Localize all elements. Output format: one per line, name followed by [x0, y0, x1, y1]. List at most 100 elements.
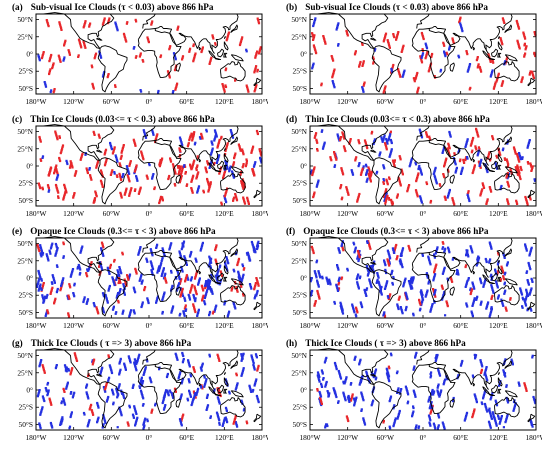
red-cloud-dot: [214, 248, 217, 252]
blue-cloud-dot: [338, 371, 341, 374]
red-cloud-dot: [313, 136, 316, 139]
blue-cloud-dot: [467, 277, 470, 280]
blue-cloud-dot: [336, 134, 340, 138]
red-cloud-dot: [56, 136, 59, 139]
blue-cloud-dot: [138, 385, 141, 388]
blue-cloud-dot: [490, 73, 493, 77]
blue-cloud-dot: [460, 361, 463, 364]
red-cloud-dot: [189, 136, 192, 139]
red-cloud-dot: [430, 409, 433, 412]
blue-cloud-dot: [486, 304, 489, 307]
blue-cloud-dot: [79, 251, 82, 254]
red-cloud-dot: [193, 370, 196, 373]
red-cloud-dot: [517, 44, 520, 47]
blue-cloud-dot: [114, 312, 117, 315]
blue-cloud-dot: [398, 392, 401, 395]
red-cloud-dot: [478, 147, 481, 150]
red-cloud-dot: [429, 65, 432, 68]
red-cloud-dot: [445, 157, 448, 160]
red-cloud-dot: [59, 159, 62, 163]
red-cloud-dot: [61, 147, 64, 150]
blue-cloud-dot: [484, 374, 487, 377]
red-cloud-dot: [369, 172, 372, 175]
blue-cloud-dot: [213, 139, 216, 142]
red-cloud-dot: [395, 38, 398, 41]
red-cloud-dot: [241, 150, 244, 153]
coastline: [175, 174, 181, 184]
blue-cloud-dot: [338, 278, 341, 281]
red-cloud-dot: [237, 260, 240, 264]
blue-cloud-dot: [365, 372, 368, 375]
blue-cloud-dot: [56, 174, 60, 177]
blue-cloud-dot: [501, 303, 504, 306]
blue-cloud-dot: [162, 250, 165, 253]
blue-cloud-dot: [183, 255, 186, 258]
blue-cloud-dot: [170, 309, 173, 313]
red-cloud-dot: [524, 52, 527, 55]
coastlines: [317, 12, 536, 93]
red-cloud-dot: [245, 162, 248, 165]
blue-cloud-dot: [337, 43, 340, 46]
blue-cloud-dot: [128, 315, 131, 318]
cloud-dots: [309, 127, 537, 206]
red-cloud-dot: [206, 160, 209, 163]
blue-cloud-dot: [531, 356, 534, 359]
blue-cloud-dot: [46, 293, 49, 297]
red-cloud-dot: [54, 166, 57, 169]
blue-cloud-dot: [444, 247, 447, 250]
coastline: [230, 390, 244, 398]
blue-cloud-dot: [490, 309, 493, 312]
blue-cloud-dot: [127, 171, 130, 174]
blue-cloud-dot: [452, 257, 455, 260]
red-cloud-dot: [151, 20, 154, 23]
lon-tick-label: 120°E: [489, 97, 508, 106]
blue-cloud-dot: [344, 380, 347, 383]
blue-cloud-dot: [530, 287, 533, 290]
red-cloud-dot: [86, 171, 89, 175]
red-cloud-dot: [91, 82, 94, 85]
red-cloud-dot: [125, 187, 128, 190]
red-cloud-dot: [217, 356, 220, 359]
blue-cloud-dot: [327, 282, 330, 285]
blue-cloud-dot: [341, 310, 344, 314]
coastlines: [317, 124, 536, 205]
red-cloud-dot: [123, 278, 126, 281]
red-cloud-dot: [311, 32, 314, 35]
red-cloud-dot: [358, 62, 362, 65]
red-cloud-dot: [446, 305, 449, 308]
red-cloud-dot: [179, 178, 182, 181]
blue-cloud-dot: [139, 247, 142, 250]
red-cloud-dot: [251, 148, 254, 151]
red-cloud-dot: [517, 26, 520, 29]
blue-cloud-dot: [179, 312, 182, 315]
blue-cloud-dot: [479, 303, 482, 306]
blue-cloud-dot: [470, 310, 473, 313]
blue-cloud-dot: [489, 244, 492, 247]
red-cloud-dot: [141, 153, 144, 156]
blue-cloud-dot: [112, 307, 115, 310]
blue-cloud-dot: [353, 249, 357, 252]
blue-cloud-dot: [443, 381, 446, 384]
blue-cloud-dot: [65, 386, 68, 389]
blue-cloud-dot: [105, 296, 108, 300]
blue-cloud-dot: [218, 266, 221, 269]
blue-cloud-dot: [208, 281, 211, 284]
lat-tick-label: 50°N: [291, 15, 307, 24]
red-cloud-dot: [111, 169, 114, 172]
blue-cloud-dot: [435, 249, 438, 252]
blue-cloud-dot: [309, 172, 313, 175]
red-cloud-dot: [204, 166, 207, 169]
red-cloud-dot: [361, 43, 364, 46]
blue-cloud-dot: [448, 188, 451, 192]
blue-cloud-dot: [36, 395, 39, 398]
lat-tick-label: 25°N: [291, 368, 307, 377]
red-cloud-dot: [397, 176, 400, 179]
cloud-dots: [311, 16, 537, 94]
blue-cloud-dot: [195, 259, 198, 262]
red-cloud-dot: [96, 162, 99, 165]
red-cloud-dot: [159, 198, 162, 202]
red-cloud-dot: [190, 286, 193, 290]
blue-cloud-dot: [390, 272, 393, 275]
red-cloud-dot: [232, 162, 235, 165]
red-cloud-dot: [523, 55, 526, 58]
